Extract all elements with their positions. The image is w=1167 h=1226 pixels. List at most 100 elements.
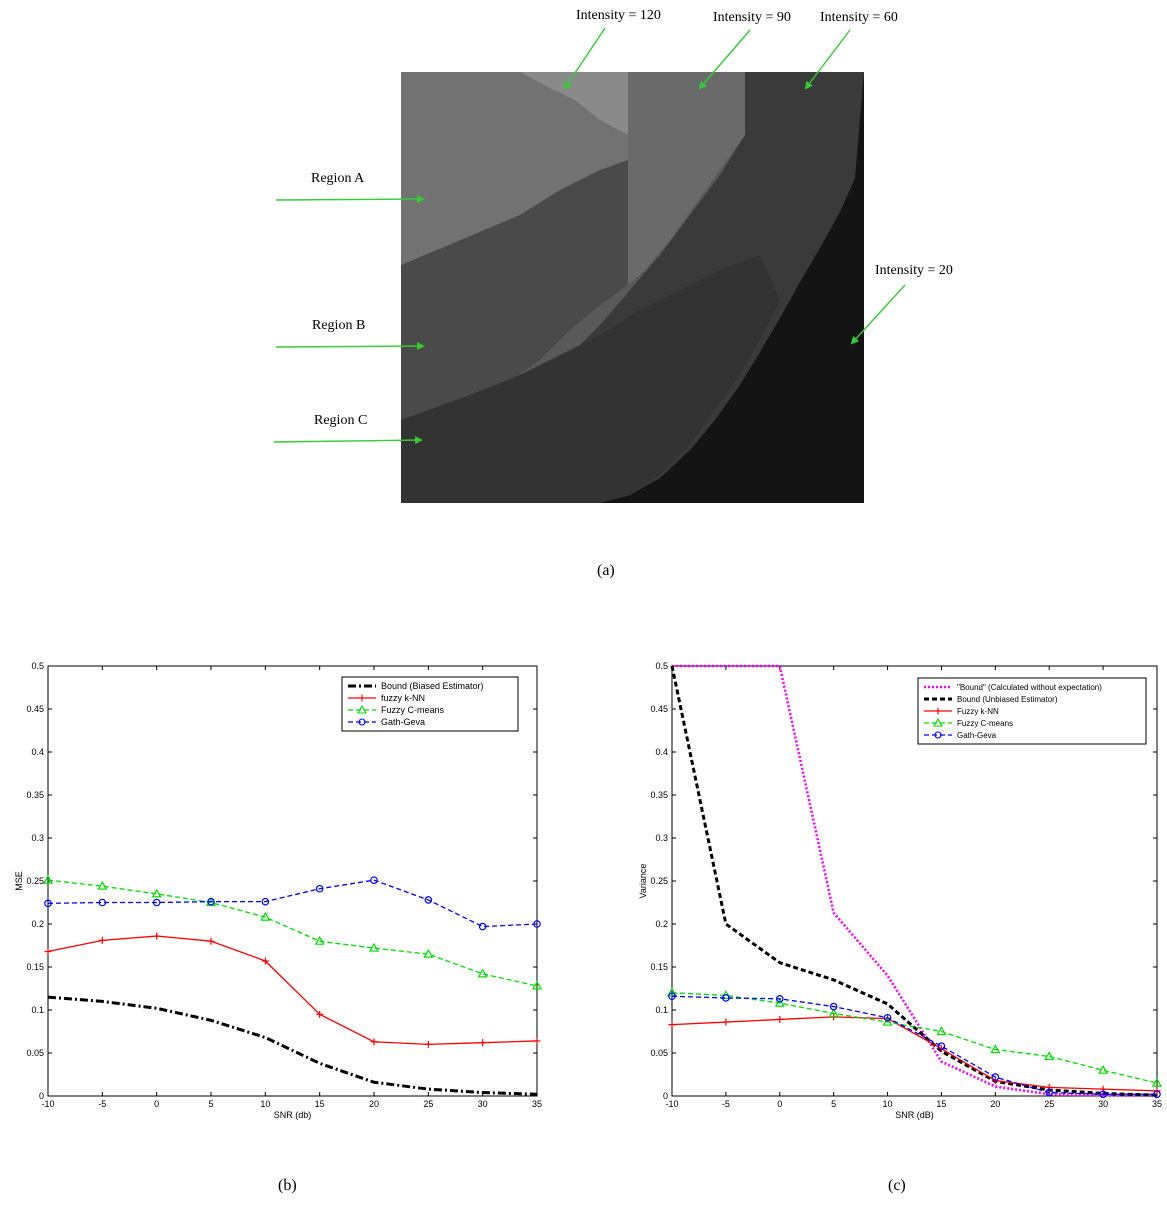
legend-marker — [933, 717, 943, 727]
y-tick-label: 0.25 — [650, 876, 668, 886]
data-point — [533, 1037, 541, 1045]
y-tick-label: 0 — [663, 1091, 668, 1101]
y-tick-label: 0.5 — [655, 661, 668, 671]
legend-label: Bound (Unbiased Estimator) — [957, 695, 1058, 704]
data-point — [478, 922, 487, 931]
arrow-intensity-90 — [698, 29, 751, 90]
region-intensity-90-upper — [628, 72, 745, 285]
data-point — [424, 896, 433, 904]
arrow-intensity-20 — [850, 284, 906, 345]
caption-b: (b) — [278, 1177, 297, 1194]
label-intensity-60: Intensity = 60 — [820, 10, 898, 25]
annotation-arrows — [273, 27, 906, 445]
data-point — [828, 1008, 839, 1018]
legend-marker — [934, 731, 942, 739]
data-point — [97, 880, 108, 890]
y-tick-label: 0.05 — [650, 1048, 668, 1058]
y-axis-label: Variance — [638, 864, 648, 899]
legend-label: Fuzzy C-means — [957, 719, 1013, 728]
label-region-b: Region B — [312, 318, 366, 333]
legend: Bound (Biased Estimator) fuzzy k-NN Fuzzy … — [341, 676, 519, 732]
data-point — [42, 874, 54, 884]
x-axis-label: SNR (dB) — [895, 1110, 934, 1120]
series-line — [47, 995, 538, 1096]
legend-marker — [934, 707, 942, 715]
data-point — [1098, 1064, 1109, 1074]
x-tick-label: 25 — [1044, 1099, 1054, 1109]
data-point — [666, 987, 678, 997]
x-tick-label: -5 — [722, 1099, 730, 1109]
data-point — [316, 1010, 324, 1018]
legend-label: Bound (Biased Estimator) — [381, 681, 484, 691]
y-tick-label: 0.4 — [655, 747, 668, 757]
y-tick-label: 0.15 — [650, 962, 668, 972]
label-intensity-20: Intensity = 20 — [875, 263, 953, 278]
caption-c: (c) — [888, 1177, 906, 1194]
y-axis-label: MSE — [14, 871, 24, 891]
arrow-region-b — [275, 342, 425, 351]
series-0 — [47, 995, 538, 1096]
data-point — [44, 899, 52, 908]
data-point — [368, 942, 380, 952]
series-line — [671, 992, 1158, 1084]
x-tick-label: 20 — [369, 1099, 379, 1109]
data-point — [153, 932, 161, 940]
data-point — [668, 992, 676, 1001]
arrow-intensity-120 — [563, 27, 606, 90]
data-point — [261, 957, 269, 965]
region-b-band — [401, 160, 628, 440]
region-c-band — [401, 255, 780, 503]
data-point — [1153, 1090, 1161, 1099]
label-intensity-120: Intensity = 120 — [576, 8, 661, 23]
x-tick-label: 20 — [990, 1099, 1000, 1109]
series-0 — [672, 664, 1158, 1097]
y-tick-label: 0.4 — [31, 747, 44, 757]
series-line — [670, 665, 1158, 1097]
y-tick-label: 0.2 — [655, 919, 668, 929]
y-tick-label: 0.25 — [26, 876, 44, 886]
data-point — [44, 948, 52, 956]
data-point — [424, 1040, 432, 1048]
data-point — [937, 1042, 946, 1050]
label-region-a: Region A — [311, 171, 365, 186]
y-tick-label: 0.2 — [31, 919, 44, 929]
data-point — [479, 1039, 487, 1047]
data-point — [776, 1015, 784, 1023]
data-point — [370, 876, 378, 884]
y-tick-label: 0.35 — [26, 790, 44, 800]
series-line — [47, 879, 538, 928]
series-3 — [666, 987, 1163, 1087]
data-point — [990, 1044, 1001, 1054]
legend-label: Gath-Geva — [381, 717, 425, 727]
y-tick-label: 0.5 — [31, 661, 44, 671]
y-tick-label: 0.45 — [26, 704, 44, 714]
region-bright-notch — [520, 72, 628, 135]
y-tick-label: 0.3 — [655, 833, 668, 843]
data-point — [775, 995, 784, 1003]
data-point — [370, 1038, 378, 1046]
series-line — [671, 1016, 1158, 1092]
data-point — [722, 1018, 730, 1026]
x-tick-label: 5 — [831, 1099, 836, 1109]
arrow-region-a — [275, 195, 425, 204]
y-tick-label: 0.15 — [26, 962, 44, 972]
arrow-region-c — [273, 436, 423, 445]
x-tick-label: 30 — [478, 1099, 488, 1109]
label-region-c: Region C — [314, 413, 368, 428]
x-tick-label: 15 — [936, 1099, 946, 1109]
series-3 — [44, 876, 541, 931]
data-point — [1045, 1088, 1054, 1097]
x-tick-label: -5 — [98, 1099, 106, 1109]
data-point — [936, 1026, 947, 1036]
x-tick-label: -10 — [665, 1099, 678, 1109]
x-tick-label: 0 — [777, 1099, 782, 1109]
legend-marker — [357, 704, 367, 714]
x-tick-label: -10 — [41, 1099, 54, 1109]
data-point — [883, 1013, 892, 1022]
y-tick-label: 0.1 — [31, 1005, 44, 1015]
x-tick-label: 25 — [423, 1099, 433, 1109]
region-image — [273, 27, 906, 503]
series-line — [47, 935, 538, 1046]
